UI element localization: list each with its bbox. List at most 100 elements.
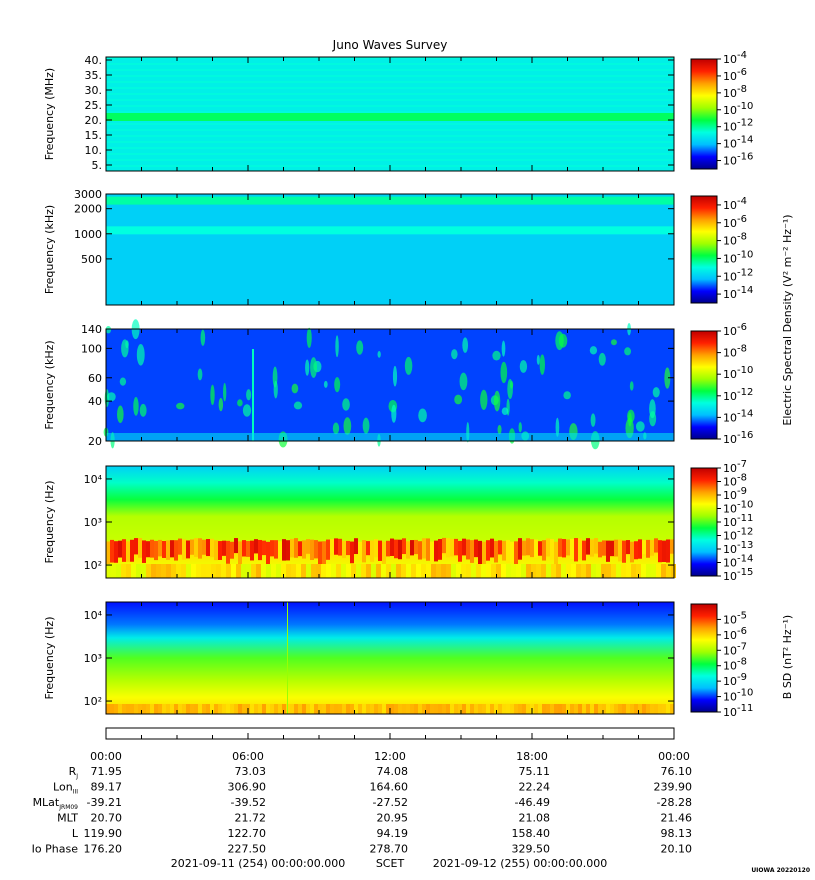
emission-cell	[290, 538, 294, 558]
ephemeris-value: 176.20	[84, 843, 123, 856]
emission-cell	[378, 540, 382, 561]
emission-cell	[550, 539, 554, 560]
emission-cell	[410, 540, 414, 556]
burst	[519, 360, 528, 373]
y-tick-label: 25.	[85, 99, 103, 112]
spectrogram-background	[106, 194, 674, 305]
emission-cell	[562, 539, 566, 558]
emission-cell	[226, 540, 230, 564]
ephemeris-value: 22.24	[519, 781, 551, 794]
colorbar-tick-label: 10-8	[723, 84, 747, 100]
y-axis-label: Frequency (kHz)	[43, 205, 56, 294]
burst	[590, 413, 596, 427]
emission-cell	[462, 538, 466, 556]
emission-cell	[370, 540, 374, 562]
emission-cell	[146, 541, 150, 558]
emission-cell	[402, 538, 406, 555]
burst	[497, 424, 502, 435]
emission-cell	[138, 538, 142, 558]
emission-cell	[578, 538, 582, 560]
time-label: 00:00	[90, 750, 122, 763]
emission-cell	[206, 539, 210, 557]
burst	[480, 389, 488, 410]
burst	[635, 421, 645, 432]
emission-cell	[598, 541, 602, 558]
ephemeris-value: 20.70	[91, 812, 123, 825]
emission-cell	[342, 540, 346, 559]
emission-cell	[526, 538, 530, 556]
y-tick-label: 1000	[74, 228, 102, 241]
colorbar-tick-label: 10-12	[723, 267, 753, 283]
emission-cell	[670, 539, 674, 554]
ephemeris-value: 164.60	[370, 781, 409, 794]
burst	[462, 337, 469, 353]
colorbar-tick-label: 10-14	[723, 135, 753, 151]
burst	[223, 383, 227, 402]
y-tick-label: 60	[88, 372, 102, 385]
emission-cell	[338, 538, 342, 556]
emission-cell	[358, 541, 362, 561]
emission-cell	[506, 540, 510, 564]
y-tick-label: 3000	[74, 188, 102, 201]
burst	[305, 359, 310, 376]
burst	[323, 380, 328, 388]
burst	[563, 391, 571, 400]
colorbar-tick-label: 10-12	[723, 118, 753, 134]
colorbar-tick-label: 10-11	[723, 703, 753, 719]
colorbar	[690, 330, 718, 440]
ephemeris-value: -39.52	[231, 796, 266, 809]
figure-title: Juno Waves Survey	[332, 38, 448, 52]
emission-cell	[574, 538, 578, 562]
emission-cell	[254, 539, 258, 554]
ephemeris-value: 21.72	[235, 812, 267, 825]
y-tick-label: 15.	[85, 129, 103, 142]
colorbar-tick-label: 10-14	[723, 285, 753, 301]
burst	[139, 403, 147, 417]
colorbar-tick-label: 10-10	[723, 249, 753, 265]
colorbar-tick-label: 10-7	[723, 641, 747, 657]
spectrogram-background	[106, 466, 674, 578]
emission-band	[106, 226, 674, 235]
ephemeris-row-label: L	[72, 827, 79, 840]
ephemeris-value: 21.08	[519, 812, 551, 825]
burst	[392, 365, 398, 387]
colorbar-tick-label: 10-5	[723, 610, 747, 626]
burst	[652, 387, 660, 398]
emission-cell	[610, 540, 614, 557]
vertical-streak	[287, 602, 288, 714]
y-tick-label: 10²	[84, 559, 102, 572]
emission-cell	[242, 540, 246, 557]
burst	[342, 398, 350, 411]
spectrogram-panel-1: 5. 10. 15. 20. 25. 30. 35. 40. Frequency (MHz) 10…	[43, 50, 753, 172]
emission-cell	[558, 538, 562, 557]
emission-cell	[546, 538, 550, 557]
burst	[218, 397, 224, 412]
y-tick-label: 20.	[85, 114, 103, 127]
emission-cell	[210, 538, 214, 558]
emission-cell	[334, 538, 338, 555]
emission-cell	[322, 541, 326, 566]
burst	[136, 343, 145, 366]
emission-cell	[494, 540, 498, 563]
emission-cell	[518, 538, 522, 560]
burst	[246, 389, 252, 401]
emission-cell	[306, 539, 310, 554]
emission-cell	[626, 540, 630, 555]
magnetic-colorbar-label: B SD (nT² Hz⁻¹)	[781, 615, 794, 699]
colorbar	[690, 195, 718, 304]
time-label: 12:00	[374, 750, 406, 763]
emission-cell	[310, 539, 314, 560]
y-tick-label: 10³	[84, 652, 102, 665]
time-label: 18:00	[516, 750, 548, 763]
emission-cell	[126, 541, 130, 562]
ephemeris-value: 20.10	[661, 843, 693, 856]
y-axis-label: Frequency (MHz)	[43, 68, 56, 160]
y-tick-label: 5.	[92, 159, 103, 172]
emission-cell	[634, 541, 638, 560]
colorbar	[690, 603, 718, 713]
emission-cell	[398, 539, 402, 560]
emission-cell	[646, 539, 650, 558]
ephemeris-value: 94.19	[377, 827, 409, 840]
burst	[117, 405, 124, 424]
